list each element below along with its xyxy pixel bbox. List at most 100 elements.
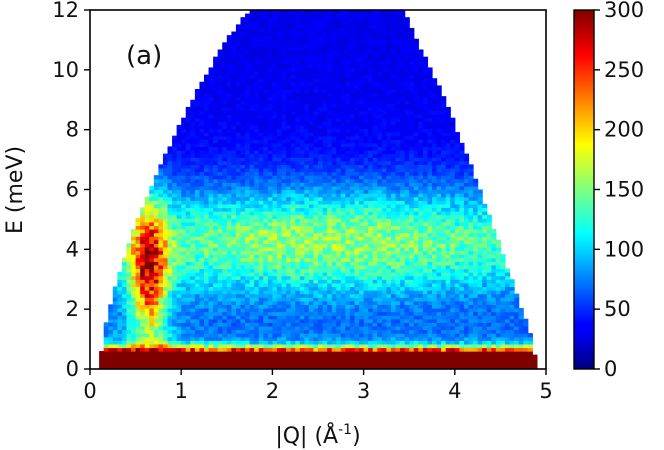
heatmap-cell — [304, 225, 310, 230]
heatmap-cell — [222, 225, 228, 230]
heatmap-cell — [354, 325, 360, 331]
heatmap-cell — [340, 297, 346, 302]
heatmap-cell — [390, 268, 397, 273]
heatmap-cell — [340, 221, 346, 226]
heatmap-cell — [172, 193, 178, 198]
heatmap-cell — [308, 361, 315, 367]
heatmap-cell — [409, 307, 415, 313]
heatmap-cell — [372, 347, 378, 352]
heatmap-cell — [409, 250, 415, 255]
heatmap-cell — [418, 218, 424, 223]
heatmap-cell — [354, 218, 360, 223]
heatmap-cell — [185, 297, 191, 302]
heatmap-cell — [272, 175, 278, 180]
heatmap-cell — [349, 304, 356, 309]
heatmap-cell — [194, 293, 201, 298]
heatmap-cell — [354, 243, 360, 248]
heatmap-cell — [504, 340, 511, 345]
heatmap-cell — [336, 232, 342, 237]
heatmap-cell — [491, 325, 497, 331]
heatmap-cell — [254, 354, 260, 359]
heatmap-cell — [331, 365, 337, 369]
heatmap-cell — [245, 243, 251, 248]
heatmap-cell — [276, 171, 283, 176]
heatmap-cell — [190, 282, 196, 288]
heatmap-cell — [477, 246, 483, 252]
heatmap-cell — [276, 354, 283, 359]
heatmap-cell — [354, 297, 360, 302]
heatmap-cell — [468, 322, 474, 327]
heatmap-cell — [432, 189, 438, 194]
heatmap-cell — [240, 246, 246, 252]
heatmap-cell — [436, 318, 442, 323]
heatmap-cell — [468, 261, 474, 266]
heatmap-cell — [468, 286, 474, 291]
heatmap-cell — [194, 354, 201, 359]
heatmap-cell — [436, 282, 442, 288]
heatmap-cell — [359, 268, 365, 273]
heatmap-cell — [349, 329, 356, 334]
heatmap-cell — [413, 164, 419, 169]
heatmap-cell — [295, 164, 301, 169]
heatmap-cell — [404, 182, 410, 187]
heatmap-cell — [286, 214, 292, 219]
heatmap-cell — [381, 307, 387, 313]
heatmap-cell — [272, 246, 278, 252]
heatmap-cell — [473, 354, 479, 359]
heatmap-cell — [194, 203, 201, 209]
heatmap-cell — [345, 221, 351, 226]
heatmap-cell — [162, 171, 169, 176]
heatmap-cell — [441, 361, 447, 367]
heatmap-cell — [422, 264, 429, 270]
heatmap-cell — [131, 282, 137, 288]
heatmap-cell — [308, 218, 315, 223]
heatmap-cell — [158, 272, 164, 277]
heatmap-cell — [135, 275, 141, 280]
heatmap-cell — [395, 340, 401, 345]
heatmap-cell — [363, 218, 369, 223]
heatmap-cell — [359, 264, 365, 270]
heatmap-cell — [158, 214, 164, 219]
heatmap-cell — [290, 203, 296, 209]
heatmap-cell — [491, 343, 497, 349]
heatmap-cell — [372, 232, 378, 237]
heatmap-cell — [413, 365, 419, 369]
heatmap-cell — [331, 322, 337, 327]
heatmap-cell — [386, 336, 392, 341]
heatmap-cell — [217, 189, 223, 194]
heatmap-cell — [204, 153, 210, 158]
heatmap-cell — [281, 268, 287, 273]
heatmap-cell — [222, 300, 228, 305]
heatmap-cell — [149, 225, 155, 230]
heatmap-cell — [295, 211, 301, 216]
heatmap-cell — [222, 307, 228, 313]
heatmap-cell — [235, 239, 242, 244]
heatmap-cell — [295, 250, 301, 255]
heatmap-cell — [318, 257, 324, 262]
heatmap-cell — [318, 325, 324, 331]
heatmap-cell — [409, 264, 415, 270]
heatmap-cell — [368, 214, 374, 219]
heatmap-cell — [395, 243, 401, 248]
heatmap-cell — [386, 171, 392, 176]
heatmap-cell — [318, 322, 324, 327]
heatmap-cell — [272, 311, 278, 316]
heatmap-cell — [336, 185, 342, 191]
heatmap-cell — [267, 261, 273, 266]
heatmap-cell — [468, 257, 474, 262]
heatmap-cell — [400, 311, 406, 316]
heatmap-cell — [318, 246, 324, 252]
heatmap-cell — [167, 250, 173, 255]
heatmap-cell — [295, 189, 301, 194]
heatmap-cell — [185, 218, 191, 223]
heatmap-cell — [454, 358, 460, 363]
heatmap-cell — [299, 232, 305, 237]
heatmap-cell — [135, 351, 141, 356]
heatmap-cell — [281, 307, 287, 313]
heatmap-cell — [299, 307, 305, 313]
heatmap-cell — [395, 232, 401, 237]
heatmap-cell — [140, 250, 146, 255]
heatmap-cell — [413, 232, 419, 237]
heatmap-cell — [482, 340, 488, 345]
heatmap-cell — [167, 290, 173, 295]
